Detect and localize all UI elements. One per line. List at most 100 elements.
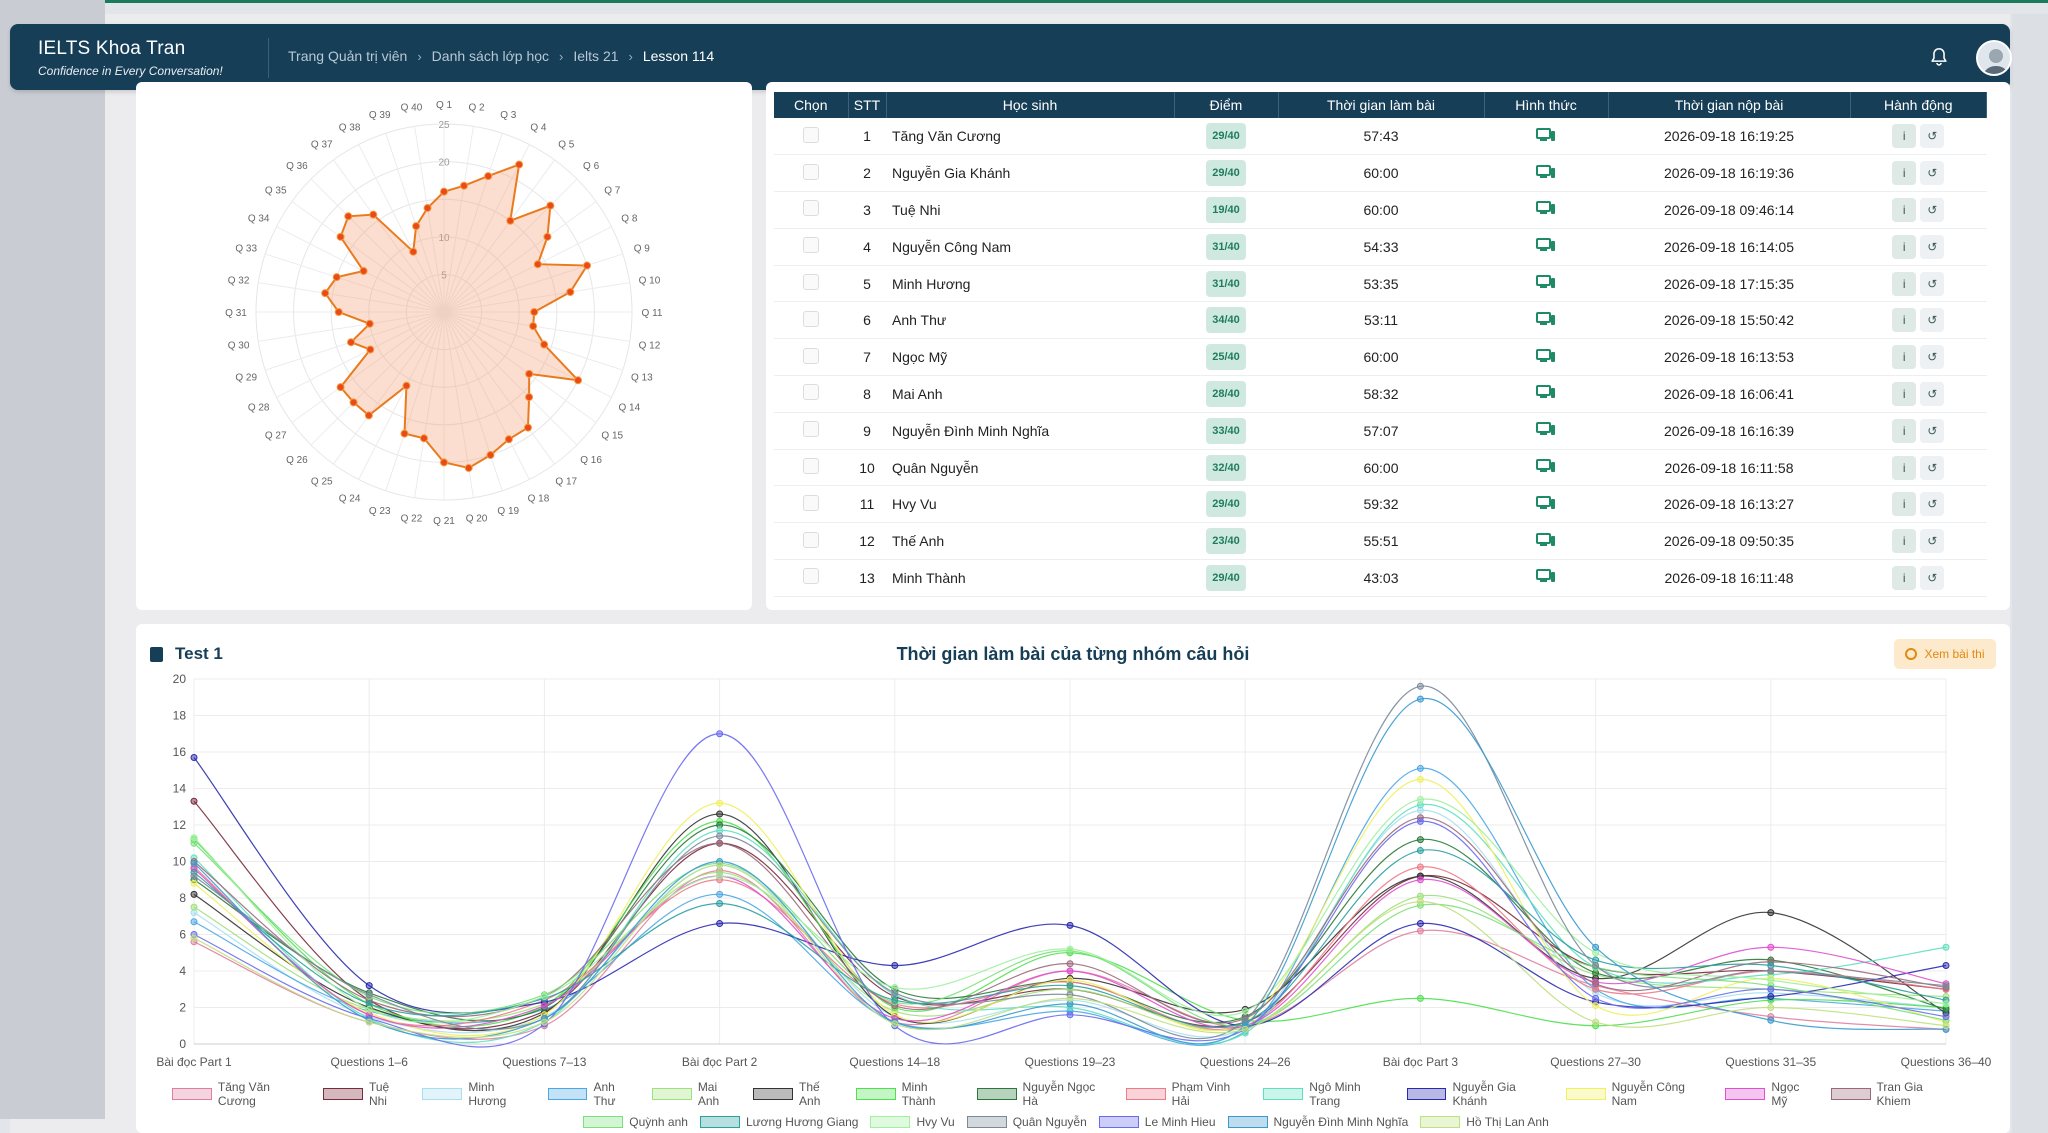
breadcrumb-admin[interactable]: Trang Quản trị viên: [288, 48, 408, 64]
row-checkbox[interactable]: [803, 274, 819, 291]
data-point[interactable]: [1416, 927, 1424, 935]
history-icon[interactable]: ↺: [1920, 345, 1945, 370]
data-point[interactable]: [1767, 976, 1775, 984]
legend-item[interactable]: Ngô Minh Trang: [1263, 1080, 1394, 1108]
data-point[interactable]: [1592, 962, 1600, 970]
data-point[interactable]: [1942, 982, 1950, 990]
legend-item[interactable]: Hồ Thị Lan Anh: [1420, 1115, 1549, 1129]
table-row[interactable]: 7 Ngọc Mỹ 25/40 60:00 2026-09-18 16:13:5…: [774, 338, 1987, 377]
radar-point[interactable]: [347, 338, 356, 347]
history-icon[interactable]: ↺: [1920, 234, 1945, 259]
data-point[interactable]: [1416, 847, 1424, 855]
data-point[interactable]: [1942, 1022, 1950, 1030]
data-point[interactable]: [891, 962, 899, 970]
table-row[interactable]: 6 Anh Thư 34/40 53:11 2026-09-18 15:50:4…: [774, 301, 1987, 340]
data-point[interactable]: [190, 918, 198, 926]
legend-item[interactable]: Anh Thư: [547, 1080, 640, 1108]
data-point[interactable]: [1066, 982, 1074, 990]
data-point[interactable]: [1416, 920, 1424, 928]
data-point[interactable]: [1767, 967, 1775, 975]
data-point[interactable]: [1066, 1011, 1074, 1019]
data-point[interactable]: [190, 934, 198, 942]
legend-item[interactable]: Tuệ Nhi: [323, 1080, 410, 1108]
info-icon[interactable]: i: [1892, 455, 1917, 480]
radar-point[interactable]: [533, 260, 542, 269]
data-point[interactable]: [716, 890, 724, 898]
radar-point[interactable]: [543, 232, 552, 241]
data-point[interactable]: [1066, 945, 1074, 953]
avatar[interactable]: [1976, 40, 2012, 76]
data-point[interactable]: [1942, 1000, 1950, 1008]
radar-point[interactable]: [583, 261, 592, 270]
data-point[interactable]: [1592, 994, 1600, 1002]
row-checkbox[interactable]: [803, 494, 819, 511]
radar-point[interactable]: [365, 319, 374, 328]
info-icon[interactable]: i: [1892, 565, 1917, 590]
table-row[interactable]: 12 Thế Anh 23/40 55:51 2026-09-18 09:50:…: [774, 522, 1987, 561]
breadcrumb-class-list[interactable]: Danh sách lớp học: [431, 48, 550, 64]
legend-item[interactable]: Nguyễn Gia Khánh: [1406, 1080, 1554, 1108]
info-icon[interactable]: i: [1892, 492, 1917, 517]
data-point[interactable]: [891, 996, 899, 1004]
data-point[interactable]: [1066, 960, 1074, 968]
data-point[interactable]: [190, 872, 198, 880]
view-test-button[interactable]: Xem bài thi: [1894, 639, 1996, 669]
row-checkbox[interactable]: [803, 163, 819, 180]
bell-icon[interactable]: [1928, 46, 1950, 68]
table-row[interactable]: 11 Hvy Vu 29/40 59:32 2026-09-18 16:13:2…: [774, 485, 1987, 524]
legend-item[interactable]: Ngọc Mỹ: [1725, 1080, 1818, 1108]
row-checkbox[interactable]: [803, 568, 819, 585]
data-point[interactable]: [1066, 994, 1074, 1002]
info-icon[interactable]: i: [1892, 234, 1917, 259]
legend-item[interactable]: Tran Gia Khiem: [1830, 1080, 1960, 1108]
history-icon[interactable]: ↺: [1920, 308, 1945, 333]
legend-item[interactable]: Mai Anh: [651, 1080, 741, 1108]
radar-point[interactable]: [409, 247, 418, 256]
info-icon[interactable]: i: [1892, 308, 1917, 333]
data-point[interactable]: [1592, 1018, 1600, 1026]
legend-item[interactable]: Tăng Văn Cương: [172, 1080, 311, 1108]
info-icon[interactable]: i: [1892, 345, 1917, 370]
history-icon[interactable]: ↺: [1920, 271, 1945, 296]
data-point[interactable]: [1416, 994, 1424, 1002]
radar-point[interactable]: [334, 308, 343, 316]
data-point[interactable]: [540, 1018, 548, 1026]
radar-point[interactable]: [523, 423, 532, 432]
data-point[interactable]: [190, 797, 198, 805]
data-point[interactable]: [1241, 1025, 1249, 1033]
data-point[interactable]: [190, 753, 198, 761]
data-point[interactable]: [1416, 682, 1424, 690]
history-icon[interactable]: ↺: [1920, 455, 1945, 480]
data-point[interactable]: [190, 890, 198, 898]
history-icon[interactable]: ↺: [1920, 124, 1945, 149]
radar-point[interactable]: [525, 393, 534, 402]
legend-item[interactable]: Thế Anh: [753, 1080, 844, 1108]
table-row[interactable]: 10 Quân Nguyễn 32/40 60:00 2026-09-18 16…: [774, 449, 1987, 487]
data-point[interactable]: [1416, 863, 1424, 871]
history-icon[interactable]: ↺: [1920, 197, 1945, 222]
data-point[interactable]: [190, 859, 198, 867]
data-point[interactable]: [1416, 817, 1424, 825]
radar-point[interactable]: [440, 458, 448, 467]
data-point[interactable]: [716, 839, 724, 847]
data-point[interactable]: [190, 903, 198, 911]
legend-item[interactable]: Nguyễn Đình Minh Nghĩa: [1227, 1115, 1408, 1129]
radar-point[interactable]: [364, 411, 373, 420]
radar-point[interactable]: [400, 429, 409, 438]
data-point[interactable]: [716, 832, 724, 840]
radar-point[interactable]: [530, 308, 539, 316]
data-point[interactable]: [1416, 764, 1424, 772]
info-icon[interactable]: i: [1892, 197, 1917, 222]
legend-item[interactable]: Le Minh Hieu: [1098, 1115, 1216, 1129]
radar-point[interactable]: [321, 289, 330, 298]
table-row[interactable]: 3 Tuệ Nhi 19/40 60:00 2026-09-18 09:46:1…: [774, 191, 1987, 229]
data-point[interactable]: [190, 879, 198, 887]
data-point[interactable]: [716, 872, 724, 880]
brand[interactable]: IELTS Khoa Tran Confidence in Every Conv…: [38, 38, 223, 78]
data-point[interactable]: [1767, 943, 1775, 951]
row-checkbox[interactable]: [803, 126, 819, 143]
table-row[interactable]: 4 Nguyễn Công Nam 31/40 54:33 2026-09-18…: [774, 228, 1987, 266]
radar-point[interactable]: [440, 187, 448, 196]
info-icon[interactable]: i: [1892, 529, 1917, 554]
radar-point[interactable]: [349, 398, 358, 407]
